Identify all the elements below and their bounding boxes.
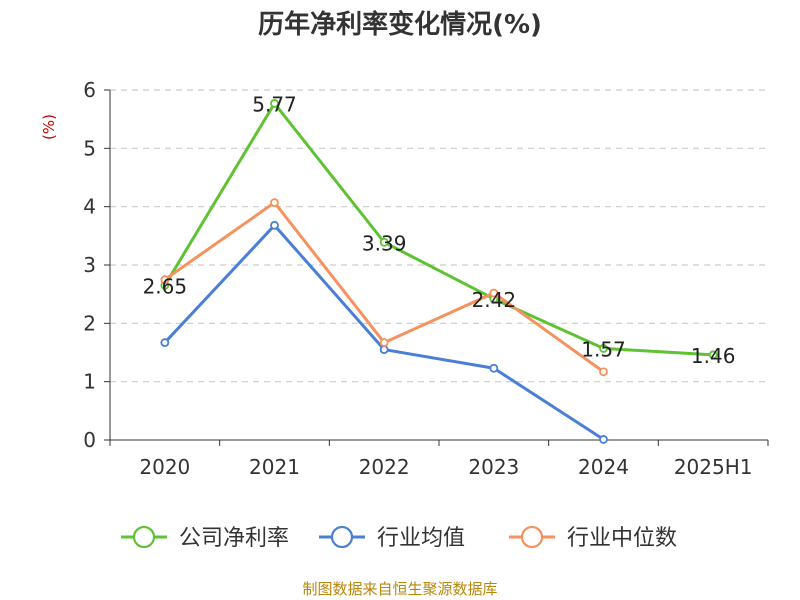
data-point — [599, 367, 608, 377]
data-label: 2.65 — [143, 274, 188, 298]
legend-marker — [132, 525, 156, 549]
data-point — [708, 350, 718, 360]
legend-label: 公司净利率 — [179, 526, 289, 551]
legend-marker — [520, 525, 544, 549]
y-tick-label: 1 — [83, 370, 96, 394]
y-axis-label: (%) — [40, 114, 58, 140]
x-tick-label: 2024 — [578, 455, 629, 479]
y-tick-label: 2 — [83, 311, 96, 335]
data-label: 1.57 — [581, 337, 626, 361]
data-point — [599, 435, 608, 444]
legend-label: 行业均值 — [377, 526, 465, 551]
data-point — [379, 345, 389, 354]
legend-item[interactable]: 公司净利率 — [121, 525, 289, 551]
source-note: 制图数据来自恒生聚源数据库 — [302, 580, 498, 598]
legend-marker — [330, 525, 354, 549]
data-label: 5.77 — [252, 92, 297, 116]
x-tick-label: 2021 — [249, 455, 300, 479]
data-point — [270, 99, 279, 108]
legend-label: 行业中位数 — [567, 526, 677, 551]
y-tick-label: 0 — [83, 428, 96, 452]
series-line — [163, 223, 605, 441]
data-point — [489, 288, 499, 298]
data-point — [270, 198, 279, 207]
data-point — [160, 338, 170, 347]
x-tick-label: 2025H1 — [674, 455, 753, 479]
data-label: 2.42 — [472, 288, 517, 312]
y-tick-label: 4 — [83, 195, 96, 219]
data-labels: 2.65 5.77 3.39 2.42 1.57 1.46 — [143, 92, 736, 367]
data-point — [160, 275, 170, 284]
data-point — [599, 344, 608, 353]
x-tick-label: 2023 — [468, 455, 519, 479]
legend-item[interactable]: 行业中位数 — [509, 525, 677, 551]
y-tick-label: 5 — [83, 136, 96, 160]
data-point — [379, 237, 389, 247]
data-point — [270, 220, 279, 230]
data-point — [379, 338, 389, 347]
x-tick-label: 2020 — [139, 455, 190, 479]
series-lines — [160, 99, 718, 444]
data-label: 1.46 — [691, 344, 736, 368]
legend[interactable]: 公司净利率 行业均值 行业中位数 — [121, 525, 677, 551]
y-tick-label: 6 — [83, 78, 96, 102]
data-point — [489, 363, 499, 373]
legend-item[interactable]: 行业均值 — [319, 525, 465, 551]
chart-title: 历年净利率变化情况(%) — [258, 10, 542, 40]
y-tick-label: 3 — [83, 253, 96, 277]
axes: 0 1 2 3 4 5 6 2020 2021 2022 2023 2024 2025H1 (%) — [40, 78, 769, 479]
series-line — [163, 101, 714, 357]
data-label: 3.39 — [362, 231, 407, 255]
grid-lines — [110, 89, 768, 383]
x-tick-label: 2022 — [359, 455, 410, 479]
